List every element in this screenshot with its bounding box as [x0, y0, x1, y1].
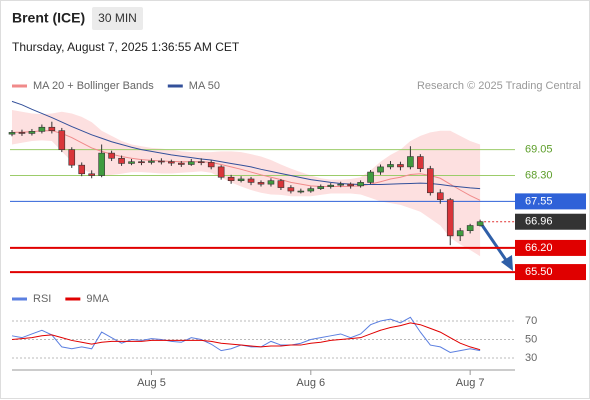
series-line [11, 130, 481, 201]
candle-body [377, 166, 384, 173]
candle-body [407, 156, 414, 168]
candle-body [317, 186, 325, 189]
level-box [515, 193, 586, 210]
series-line [11, 100, 481, 190]
candle-body [98, 152, 105, 176]
candle-body [357, 182, 364, 187]
candle-body [277, 180, 285, 188]
candle-body [108, 152, 115, 159]
x-tick-label: Aug 6 [296, 377, 325, 389]
level-label: 66.20 [525, 242, 553, 254]
candle-body [367, 171, 374, 183]
candle-body [327, 184, 335, 187]
candle-body [128, 161, 135, 164]
candle-body [197, 161, 205, 164]
candle-body [217, 166, 225, 178]
candle-body [287, 187, 295, 192]
candle-body [168, 161, 175, 164]
legend-label: MA 20 + Bollinger Bands [33, 80, 154, 92]
legend-label: MA 50 [189, 80, 220, 92]
timestamp: Thursday, August 7, 2025 1:36:55 AM CET [12, 40, 240, 54]
candle-body [78, 164, 86, 175]
candle-body [138, 161, 145, 164]
candle-body [476, 221, 484, 226]
candle-body [267, 180, 275, 185]
candle-body [18, 132, 26, 134]
candle-body [158, 160, 165, 163]
candle-body [297, 190, 305, 193]
y-tick-label: 70 [525, 315, 537, 327]
candle-body [337, 183, 344, 186]
candle-body [8, 132, 16, 135]
x-tick-label: Aug 5 [137, 377, 166, 389]
level-box [515, 213, 586, 230]
candle-body [436, 192, 444, 200]
x-tick-label: Aug 7 [456, 377, 485, 389]
level-label: 65.50 [525, 266, 553, 278]
candle-body [207, 162, 215, 168]
candle-body [347, 183, 354, 187]
legend-label: 9MA [86, 293, 109, 305]
candle-body [148, 160, 155, 163]
candle-body [446, 199, 454, 237]
interval-box [92, 7, 143, 30]
candle-body [178, 162, 185, 165]
candle-body [387, 164, 394, 168]
candle-body [237, 178, 245, 181]
candle-body [58, 130, 66, 150]
candle-body [427, 168, 434, 194]
series-line [11, 322, 481, 351]
candle-body [466, 225, 474, 231]
legend-label: RSI [33, 293, 51, 305]
candle-body [397, 164, 404, 168]
level-label: 69.05 [525, 144, 553, 156]
candle-body [68, 149, 76, 166]
arrow-head [501, 255, 513, 271]
level-box [515, 264, 586, 281]
level-label: 67.55 [525, 195, 553, 207]
y-tick-label: 30 [525, 352, 537, 364]
candle-body [247, 178, 255, 183]
symbol: Brent (ICE) [12, 10, 85, 26]
candle-body [227, 176, 235, 181]
candle-body [48, 126, 56, 131]
arrow [480, 224, 510, 264]
credit: Research © 2025 Trading Central [417, 80, 581, 92]
candle-body [456, 230, 464, 237]
candle-body [307, 188, 315, 192]
level-label: 68.30 [525, 169, 553, 181]
level-label: 66.96 [525, 216, 553, 228]
candle-body [257, 182, 265, 185]
candle-body [187, 161, 195, 165]
candle-body [38, 126, 46, 132]
candle-body [417, 156, 424, 169]
level-box [515, 239, 586, 256]
candle-body [28, 131, 36, 134]
candle-body [88, 173, 95, 176]
interval: 30 MIN [98, 11, 137, 25]
y-tick-label: 50 [525, 333, 537, 345]
candle-body [118, 157, 125, 164]
